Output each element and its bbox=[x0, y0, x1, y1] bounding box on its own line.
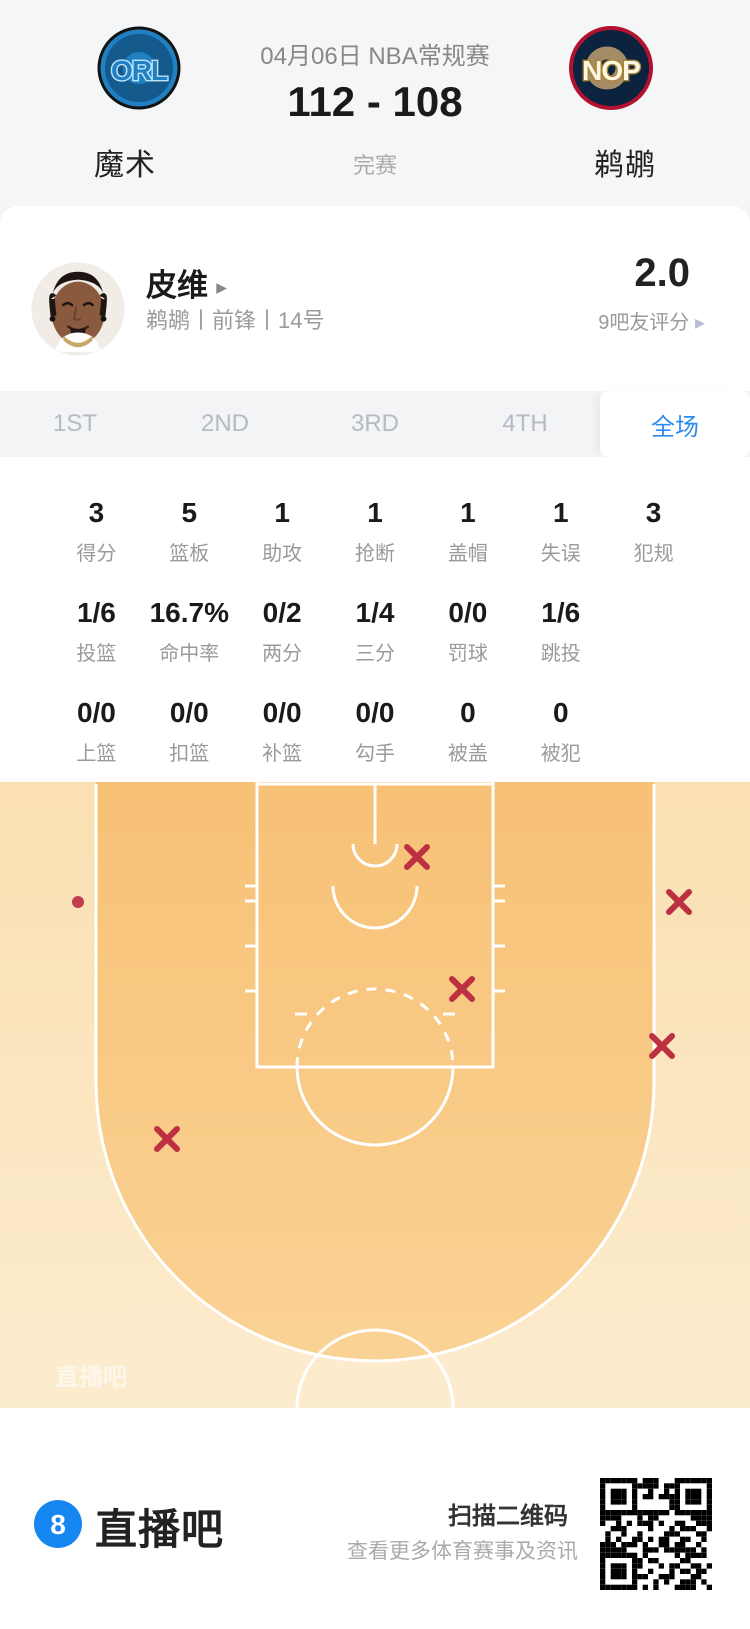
svg-text:ORL: ORL bbox=[111, 55, 168, 86]
svg-text:NOP: NOP bbox=[582, 55, 640, 86]
svg-text:8: 8 bbox=[50, 1509, 66, 1540]
svg-text:直播吧: 直播吧 bbox=[55, 1364, 127, 1391]
